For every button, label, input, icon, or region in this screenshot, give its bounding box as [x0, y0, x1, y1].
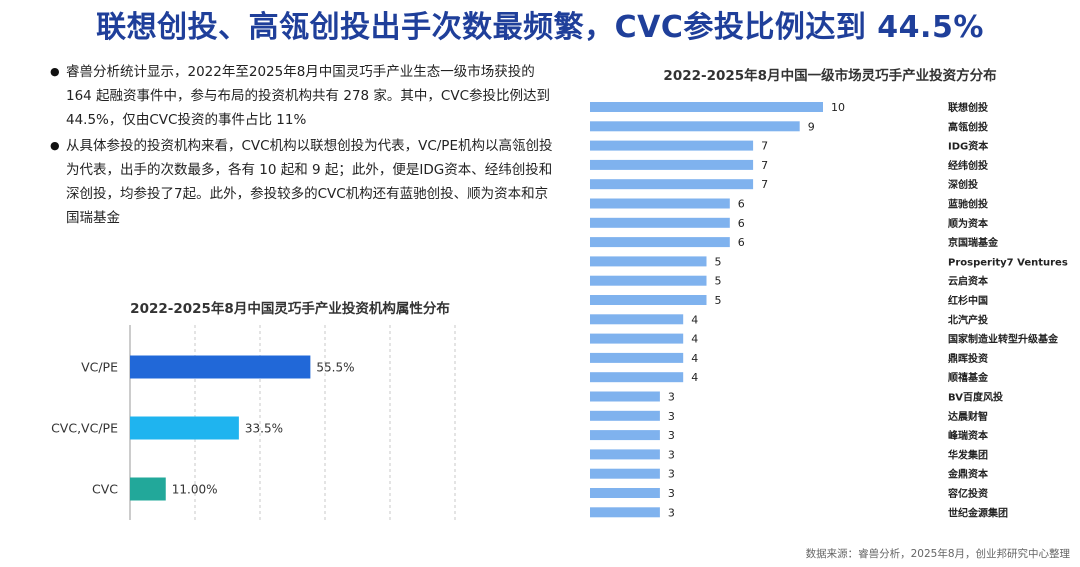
category-label: BV百度风投 [948, 391, 1003, 404]
bar-18 [590, 430, 660, 441]
data-label: 3 [668, 448, 675, 461]
bar-5 [590, 179, 754, 190]
bar-1 [590, 102, 823, 112]
investor-chart-title: 2022-2025年8月中国一级市场灵巧手产业投资方分布 [663, 68, 997, 84]
category-label: 红杉中国 [948, 294, 988, 307]
data-label: 10 [831, 101, 845, 114]
source-note: 数据来源：睿兽分析，2025年8月，创业邦研究中心整理 [805, 548, 1070, 560]
category-label: 经纬创投 [948, 159, 988, 172]
bar-1 [130, 355, 311, 379]
summary-bullets: ● 睿兽分析统计显示，2022年至2025年8月中国灵巧手产业生态一级市场获投的… [50, 60, 560, 232]
bar-16 [590, 391, 660, 402]
data-label: 9 [808, 120, 815, 133]
data-label: 7 [761, 159, 768, 172]
bar-21 [590, 488, 660, 498]
category-label: 高瓴创投 [948, 120, 988, 133]
category-label: Prosperity7 Ventures [948, 257, 1068, 268]
data-label: 3 [668, 410, 675, 423]
data-label: 5 [715, 294, 722, 307]
data-label: 6 [738, 217, 745, 230]
bullet-item: ● 从具体参投的投资机构来看，CVC机构以联想创投为代表，VC/PE机构以高瓴创… [50, 134, 560, 230]
attribute-chart-title: 2022-2025年8月中国灵巧手产业投资机构属性分布 [130, 301, 450, 317]
bar-3 [590, 140, 754, 151]
bar-4 [590, 159, 754, 170]
bar-10 [590, 275, 707, 286]
category-label: 峰瑞资本 [948, 429, 989, 442]
category-label: IDG资本 [948, 140, 989, 153]
data-label: 3 [668, 429, 675, 442]
bullet-dot-icon: ● [50, 139, 60, 152]
category-label: 鼎晖投资 [948, 352, 988, 365]
category-label: 京国瑞基金 [948, 236, 999, 249]
data-label: 6 [738, 236, 745, 249]
bar-13 [590, 333, 684, 344]
bar-11 [590, 295, 707, 305]
data-label: 4 [691, 313, 698, 326]
category-label: VC/PE [81, 360, 118, 375]
data-label: 3 [668, 468, 675, 481]
bar-3 [130, 477, 166, 501]
bar-20 [590, 468, 660, 479]
data-label: 3 [668, 487, 675, 500]
bar-19 [590, 449, 660, 460]
data-label: 7 [761, 178, 768, 191]
data-label: 11.00% [172, 483, 218, 497]
data-label: 33.5% [245, 422, 283, 436]
bar-2 [130, 416, 239, 440]
data-label: 7 [761, 140, 768, 153]
category-label: 华发集团 [948, 448, 988, 461]
data-label: 4 [691, 371, 698, 384]
category-label: 北汽产投 [948, 313, 988, 326]
data-label: 3 [668, 391, 675, 404]
category-label: 国家制造业转型升级基金 [948, 333, 1059, 346]
bar-9 [590, 256, 707, 267]
category-label: 顺禧基金 [948, 371, 989, 384]
category-label: 金鼎资本 [947, 468, 989, 481]
category-label: 达晨财智 [948, 410, 988, 423]
page-title: 联想创投、高瓴创投出手次数最频繁，CVC参投比例达到 44.5% [96, 10, 984, 45]
category-label: 顺为资本 [948, 217, 989, 230]
bar-6 [590, 198, 730, 209]
category-label: 蓝驰创投 [948, 198, 988, 211]
data-label: 3 [668, 506, 675, 519]
category-label: 联想创投 [948, 101, 988, 114]
category-label: CVC,VC/PE [51, 421, 118, 436]
data-label: 4 [691, 333, 698, 346]
bar-15 [590, 372, 684, 383]
data-label: 6 [738, 198, 745, 211]
bullet-text: 睿兽分析统计显示，2022年至2025年8月中国灵巧手产业生态一级市场获投的 1… [66, 64, 550, 128]
data-label: 4 [691, 352, 698, 365]
bar-22 [590, 507, 660, 518]
category-label: 世纪金源集团 [948, 506, 1008, 519]
data-label: 5 [715, 275, 722, 288]
bar-14 [590, 352, 684, 363]
bar-12 [590, 314, 684, 325]
bar-2 [590, 121, 800, 132]
category-label: CVC [92, 482, 118, 497]
data-label: 5 [715, 255, 722, 268]
category-label: 深创投 [948, 178, 978, 191]
category-label: 云启资本 [948, 275, 989, 288]
data-label: 55.5% [316, 361, 354, 375]
bar-7 [590, 217, 730, 228]
bullet-dot-icon: ● [50, 65, 60, 78]
bar-8 [590, 237, 730, 248]
bullet-item: ● 睿兽分析统计显示，2022年至2025年8月中国灵巧手产业生态一级市场获投的… [50, 60, 560, 132]
bar-17 [590, 410, 660, 421]
category-label: 容亿投资 [947, 487, 988, 500]
bullet-text: 从具体参投的投资机构来看，CVC机构以联想创投为代表，VC/PE机构以高瓴创投为… [66, 138, 553, 226]
